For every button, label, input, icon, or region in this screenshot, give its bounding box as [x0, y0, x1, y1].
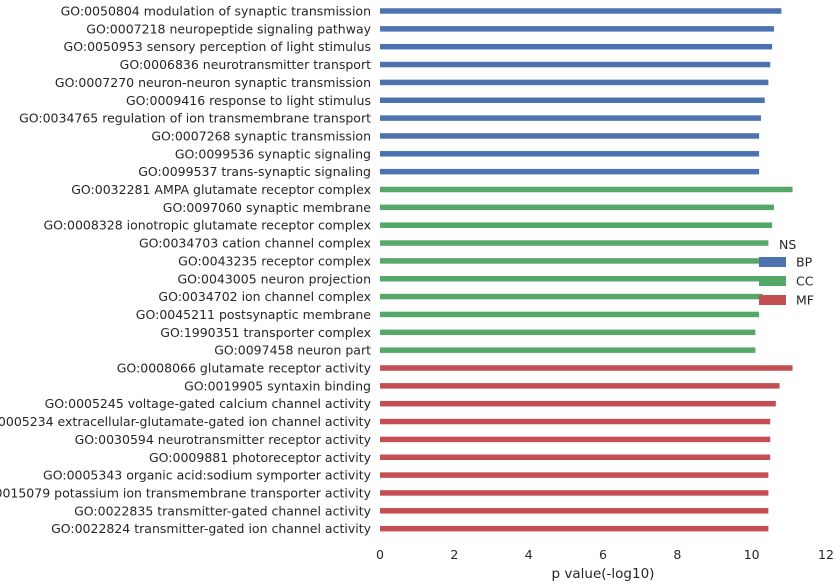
category-label: GO:0005343 organic acid:sodium symporter… — [43, 468, 372, 483]
category-label: GO:0045211 postsynaptic membrane — [136, 307, 372, 322]
category-label: GO:0043005 neuron projection — [177, 271, 371, 286]
legend-swatch — [759, 276, 786, 286]
category-label: GO:0007218 neuropeptide signaling pathwa… — [86, 21, 371, 36]
category-label: GO:0022835 transmitter-gated channel act… — [74, 503, 371, 518]
category-label: GO:0050953 sensory perception of light s… — [64, 39, 371, 54]
bar — [380, 400, 776, 407]
bar — [380, 329, 756, 336]
category-label: GO:0099537 trans-synaptic signaling — [138, 164, 371, 179]
category-label: GO:0009881 photoreceptor activity — [149, 450, 372, 465]
legend-swatch — [759, 295, 786, 305]
category-label: GO:0043235 receptor complex — [178, 253, 371, 268]
x-tick-label: 0 — [376, 547, 384, 562]
category-label: GO:0008066 glutamate receptor activity — [117, 361, 372, 376]
legend-label: CC — [796, 274, 814, 289]
category-label: GO:0015079 potassium ion transmembrane t… — [0, 485, 372, 500]
bar — [380, 151, 760, 157]
category-label: GO:0034765 regulation of ion transmembra… — [19, 111, 371, 126]
bars-layer — [380, 8, 793, 532]
bar — [380, 347, 756, 353]
category-label: GO:0099536 synaptic signaling — [175, 146, 371, 161]
bar — [380, 222, 773, 228]
bar — [380, 61, 771, 68]
category-label: GO:0050804 modulation of synaptic transm… — [61, 4, 371, 19]
category-label: GO:0005234 extracellular-glutamate-gated… — [0, 414, 372, 429]
category-label: GO:0097458 neuron part — [214, 343, 371, 358]
bar — [380, 472, 769, 478]
x-axis-label: p value(-log10) — [552, 566, 655, 582]
bar — [380, 8, 782, 14]
legend-label: MF — [796, 293, 814, 308]
bar — [380, 490, 769, 496]
bar — [380, 204, 774, 211]
bar — [380, 454, 771, 460]
bar — [380, 168, 760, 175]
category-label: GO:0019905 syntaxin binding — [184, 378, 371, 393]
category-label: GO:0009416 response to light stimulus — [126, 93, 371, 108]
bar — [380, 525, 769, 532]
bar — [380, 293, 763, 300]
bar — [380, 240, 769, 246]
x-tick-label: 10 — [744, 547, 760, 562]
bar — [380, 365, 793, 371]
category-label: GO:0005245 voltage-gated calcium channel… — [45, 396, 372, 411]
legend-swatch — [759, 257, 786, 267]
x-tick-label: 4 — [525, 547, 533, 562]
category-label: GO:0022824 transmitter-gated ion channel… — [51, 521, 372, 536]
bar — [380, 43, 773, 50]
bar — [380, 383, 780, 389]
legend-title: NS — [779, 237, 796, 252]
x-tick-label: 2 — [450, 547, 458, 562]
bar — [380, 186, 793, 193]
category-label: GO:0006836 neurotransmitter transport — [120, 57, 371, 72]
category-label: GO:1990351 transporter complex — [160, 325, 371, 340]
bar — [380, 133, 760, 139]
bar — [380, 276, 765, 282]
bar — [380, 97, 765, 103]
category-label: GO:0030594 neurotransmitter receptor act… — [75, 432, 372, 447]
category-label: GO:0032281 AMPA glutamate receptor compl… — [71, 182, 371, 197]
bar — [380, 508, 769, 514]
bar — [380, 79, 769, 86]
legend-label: BP — [796, 255, 813, 270]
bar — [380, 258, 767, 264]
category-labels: GO:0050804 modulation of synaptic transm… — [0, 4, 372, 537]
x-tick-label: 8 — [673, 547, 681, 562]
category-label: GO:0007270 neuron-neuron synaptic transm… — [55, 75, 371, 90]
category-label: GO:0008328 ionotropic glutamate receptor… — [44, 218, 372, 233]
bar — [380, 436, 771, 443]
category-label: GO:0034703 cation channel complex — [139, 236, 371, 251]
x-tick-label: 12 — [818, 547, 834, 562]
x-axis-ticks: 0 2 4 6 8 10 12 — [376, 547, 834, 562]
category-label: GO:0007268 synaptic transmission — [151, 128, 371, 143]
bar — [380, 115, 761, 121]
legend: NS BP CC MF — [759, 237, 814, 308]
bar — [380, 418, 771, 425]
x-tick-label: 6 — [599, 547, 607, 562]
bar — [380, 311, 760, 318]
category-label: GO:0034702 ion channel complex — [158, 289, 371, 304]
category-label: GO:0097060 synaptic membrane — [163, 200, 372, 215]
bar — [380, 26, 774, 32]
